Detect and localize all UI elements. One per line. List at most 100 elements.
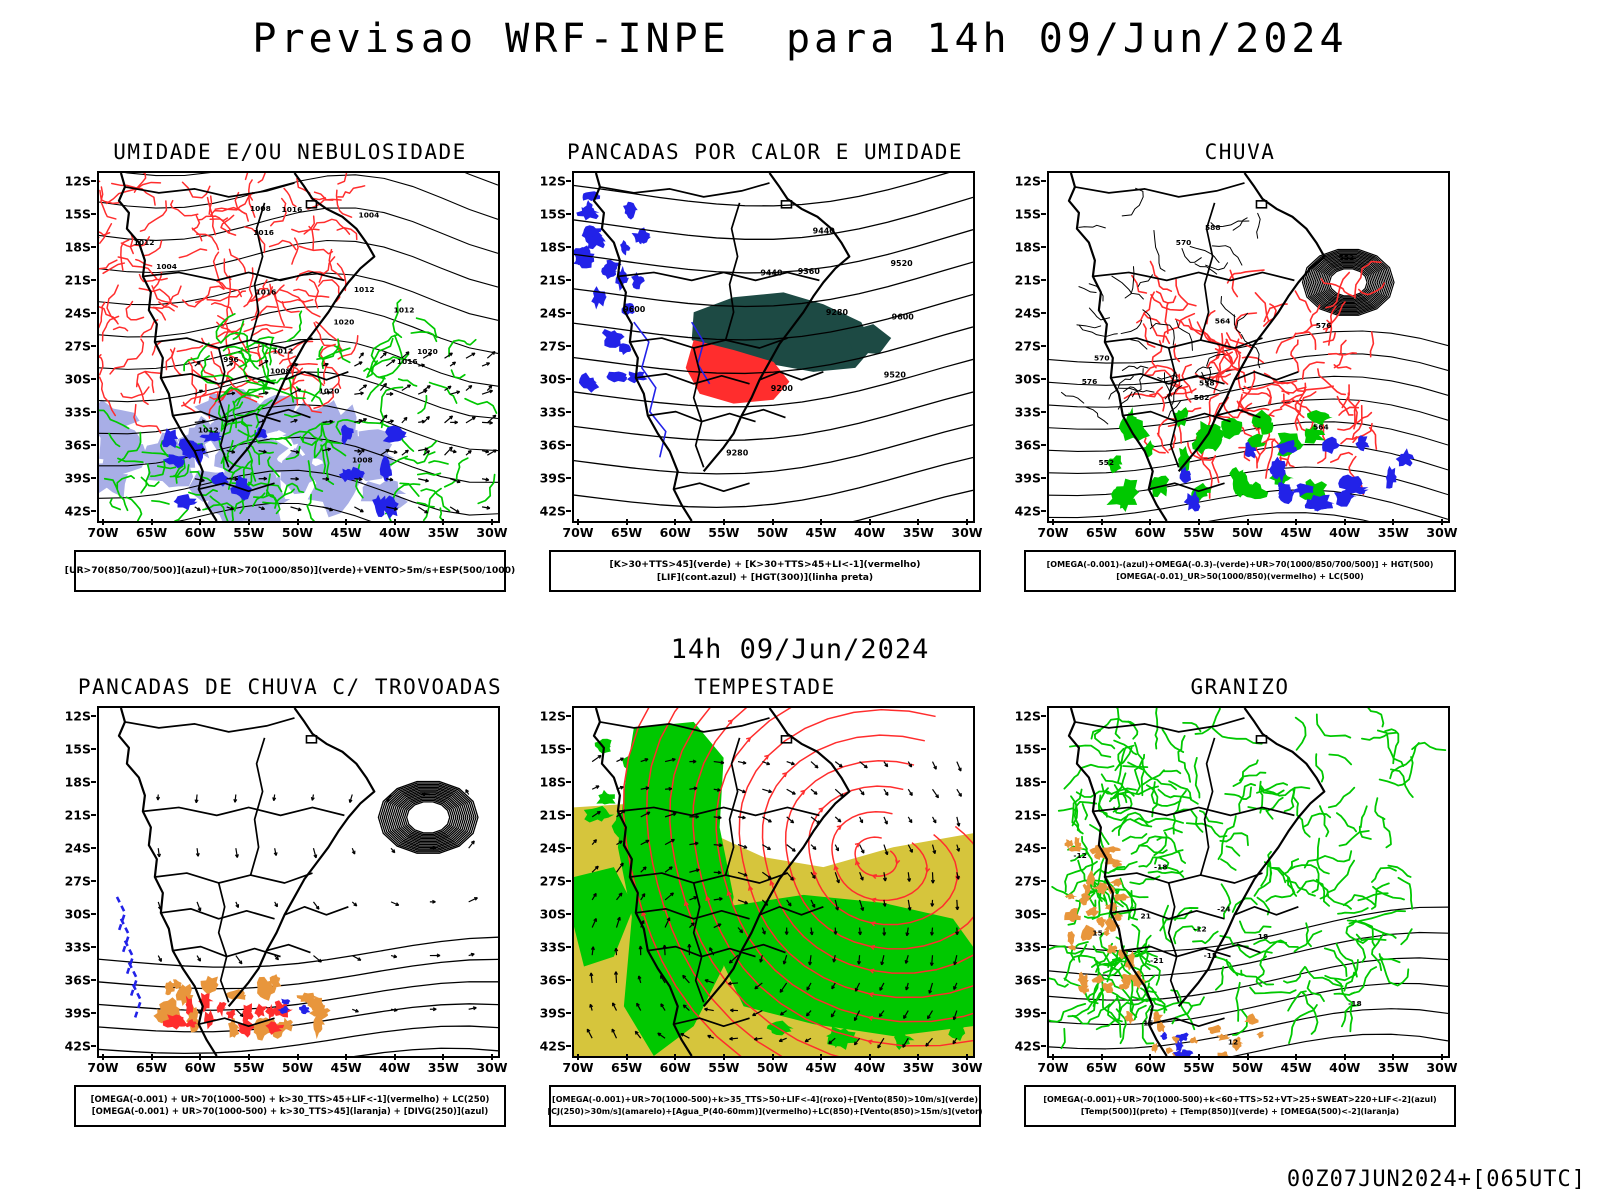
x-tick-label: 60W <box>184 525 216 540</box>
x-tick-mark <box>1052 519 1054 525</box>
map-pancadas-calor[interactable]: 9600 9520 9600 9440 9520 9440 9360 9280 9280 9200 <box>572 171 975 523</box>
legend-line: [CJ(250)>30m/s](amarelo)+[Agua_P(40-60mm… <box>547 1107 983 1116</box>
svg-text:18: 18 <box>1258 932 1268 941</box>
panel-chuva: CHUVA 12S 15S 18S 21S 24S 27S 30S 33S 36S 39S 42S … <box>1010 140 1470 610</box>
x-tick-label: 50W <box>1231 1060 1264 1075</box>
legend-tempestade: [OMEGA(-0.001)+UR>70(1000-500)+k>35_TTS>… <box>547 1085 983 1127</box>
svg-text:576: 576 <box>1316 321 1332 330</box>
x-tick-mark <box>1441 1054 1443 1060</box>
panel-title-chuva: CHUVA <box>1204 140 1276 164</box>
panel-granizo: GRANIZO 12S 15S 18S 21S 24S 27S 30S 33S 36S 39S 42… <box>1010 675 1470 1145</box>
y-tick-mark <box>566 946 571 948</box>
x-tick-label: 40W <box>379 1060 411 1075</box>
svg-text:1008: 1008 <box>352 455 373 464</box>
svg-text:12: 12 <box>1228 1037 1238 1046</box>
x-tick-mark <box>868 1054 871 1060</box>
x-tick-label: 50W <box>756 1060 789 1075</box>
y-tick-mark <box>1041 814 1046 816</box>
svg-text:1020: 1020 <box>319 387 340 396</box>
y-tick-label: 30S <box>1014 371 1041 387</box>
y-tick-mark <box>1041 444 1046 446</box>
svg-text:564: 564 <box>1215 317 1231 326</box>
x-tick-label: 45W <box>805 525 837 540</box>
y-tick-label: 12S <box>64 173 91 189</box>
map-pancadas-trovoadas[interactable] <box>97 706 500 1058</box>
x-tick-mark <box>820 1054 823 1060</box>
x-tick-label: 30W <box>476 525 508 540</box>
y-tick-mark <box>1041 979 1046 981</box>
y-tick-label: 18S <box>64 239 91 255</box>
y-tick-mark <box>91 312 96 314</box>
y-tick-mark <box>91 279 96 281</box>
svg-text:552: 552 <box>1339 253 1355 262</box>
footer-run-label: 00Z07JUN2024+[065UTC] <box>1286 1167 1586 1192</box>
y-tick-mark <box>1041 946 1046 948</box>
y-tick-mark <box>91 1045 96 1047</box>
svg-text:582: 582 <box>1194 393 1210 402</box>
x-tick-label: 65W <box>1086 525 1118 540</box>
y-tick-mark <box>91 444 96 446</box>
map-granizo[interactable]: -12 -15 -18 -24 -12 -15 -18 -21 18 21 12 15 <box>1047 706 1450 1058</box>
y-tick-label: 21S <box>64 272 91 288</box>
x-tick-mark <box>150 519 153 525</box>
legend-pancadas-calor: [K>30+TTS>45](verde) + [K>30+TTS>45+LI<-… <box>549 550 981 592</box>
map-chuva[interactable]: 576 570 564 558 552 576 570 564 552 582 588 <box>1047 171 1450 523</box>
svg-text:1004: 1004 <box>359 210 380 219</box>
x-tick-label: 55W <box>1183 525 1215 540</box>
x-tick-mark <box>1100 1054 1103 1060</box>
y-tick-mark <box>91 246 96 248</box>
svg-text:1008: 1008 <box>250 204 271 213</box>
y-axis-pancadas-trovoadas: 12S 15S 18S 21S 24S 27S 30S 33S 36S 39S 42S <box>58 706 96 1058</box>
y-tick-label: 30S <box>64 906 91 922</box>
svg-text:9520: 9520 <box>890 259 913 268</box>
y-tick-label: 36S <box>539 972 566 988</box>
svg-text:-18: -18 <box>1154 862 1167 871</box>
svg-text:1016: 1016 <box>282 205 303 214</box>
x-tick-mark <box>345 1054 348 1060</box>
y-tick-label: 18S <box>539 239 566 255</box>
x-tick-mark <box>674 1054 677 1060</box>
y-tick-label: 42S <box>539 1038 566 1054</box>
svg-text:9520: 9520 <box>884 370 907 379</box>
y-tick-mark <box>91 1012 96 1014</box>
x-tick-label: 35W <box>1377 525 1409 540</box>
y-tick-mark <box>566 312 571 314</box>
map-umidade[interactable]: 1012 1012 1016 1016 1012 1012 1008 1020 1020 1020… <box>97 171 500 523</box>
y-tick-label: 27S <box>1014 873 1041 889</box>
y-axis-chuva: 12S 15S 18S 21S 24S 27S 30S 33S 36S 39S 42S <box>1008 171 1046 523</box>
x-tick-label: 45W <box>330 1060 362 1075</box>
x-tick-label: 60W <box>1134 525 1166 540</box>
y-tick-mark <box>91 913 96 915</box>
y-tick-label: 12S <box>539 708 566 724</box>
x-tick-mark <box>345 519 348 525</box>
x-axis-granizo: 70W 65W 60W 55W 50W 45W 40W 35W 30W <box>1037 1054 1458 1080</box>
svg-text:-18: -18 <box>1348 999 1361 1008</box>
y-tick-label: 33S <box>64 939 91 955</box>
x-tick-label: 40W <box>854 525 886 540</box>
y-tick-mark <box>91 378 96 380</box>
x-tick-mark <box>442 1054 445 1060</box>
y-tick-mark <box>566 814 571 816</box>
x-tick-label: 55W <box>708 1060 740 1075</box>
svg-text:-24: -24 <box>1217 905 1230 914</box>
y-tick-mark <box>91 979 96 981</box>
svg-text:570: 570 <box>1094 353 1110 362</box>
x-tick-mark <box>674 519 677 525</box>
x-tick-label: 70W <box>87 1060 119 1075</box>
svg-text:1016: 1016 <box>253 228 274 237</box>
y-tick-label: 15S <box>539 741 566 757</box>
x-tick-label: 60W <box>659 1060 691 1075</box>
y-tick-label: 39S <box>1014 1005 1041 1021</box>
svg-text:-15: -15 <box>1204 951 1217 960</box>
panel-title-granizo: GRANIZO <box>1190 675 1290 699</box>
x-tick-label: 65W <box>611 525 643 540</box>
x-tick-label: 50W <box>281 1060 314 1075</box>
x-tick-mark <box>199 519 202 525</box>
y-tick-label: 12S <box>539 173 566 189</box>
y-tick-label: 27S <box>64 338 91 354</box>
y-tick-mark <box>1041 378 1046 380</box>
map-tempestade[interactable] <box>572 706 975 1058</box>
y-tick-label: 39S <box>64 470 91 486</box>
panel-pancadas-calor: PANCADAS POR CALOR E UMIDADE 12S 15S 18S 21… <box>535 140 995 610</box>
x-tick-mark <box>491 519 493 525</box>
